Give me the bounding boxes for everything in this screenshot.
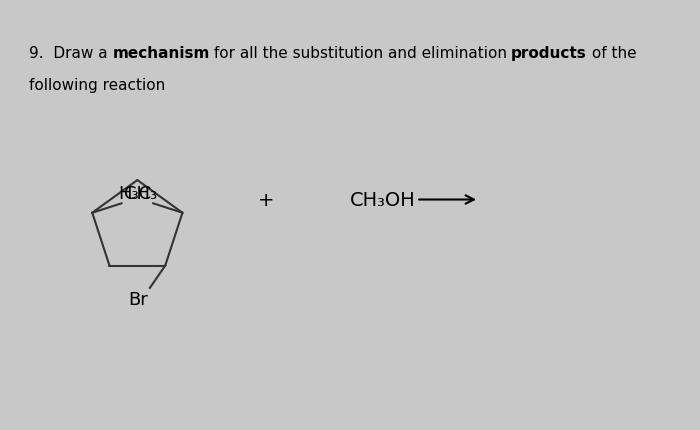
Text: Br: Br: [129, 291, 148, 309]
Text: CH₃: CH₃: [124, 184, 157, 202]
Text: H₃C: H₃C: [118, 184, 151, 202]
Text: of the: of the: [587, 46, 636, 61]
Text: following reaction: following reaction: [29, 78, 165, 93]
Text: +: +: [258, 190, 274, 209]
Text: products: products: [511, 46, 587, 61]
Text: 9.  Draw a: 9. Draw a: [29, 46, 113, 61]
Text: mechanism: mechanism: [113, 46, 210, 61]
Text: CH₃OH: CH₃OH: [350, 190, 416, 209]
Text: for all the substitution and elimination: for all the substitution and elimination: [209, 46, 512, 61]
